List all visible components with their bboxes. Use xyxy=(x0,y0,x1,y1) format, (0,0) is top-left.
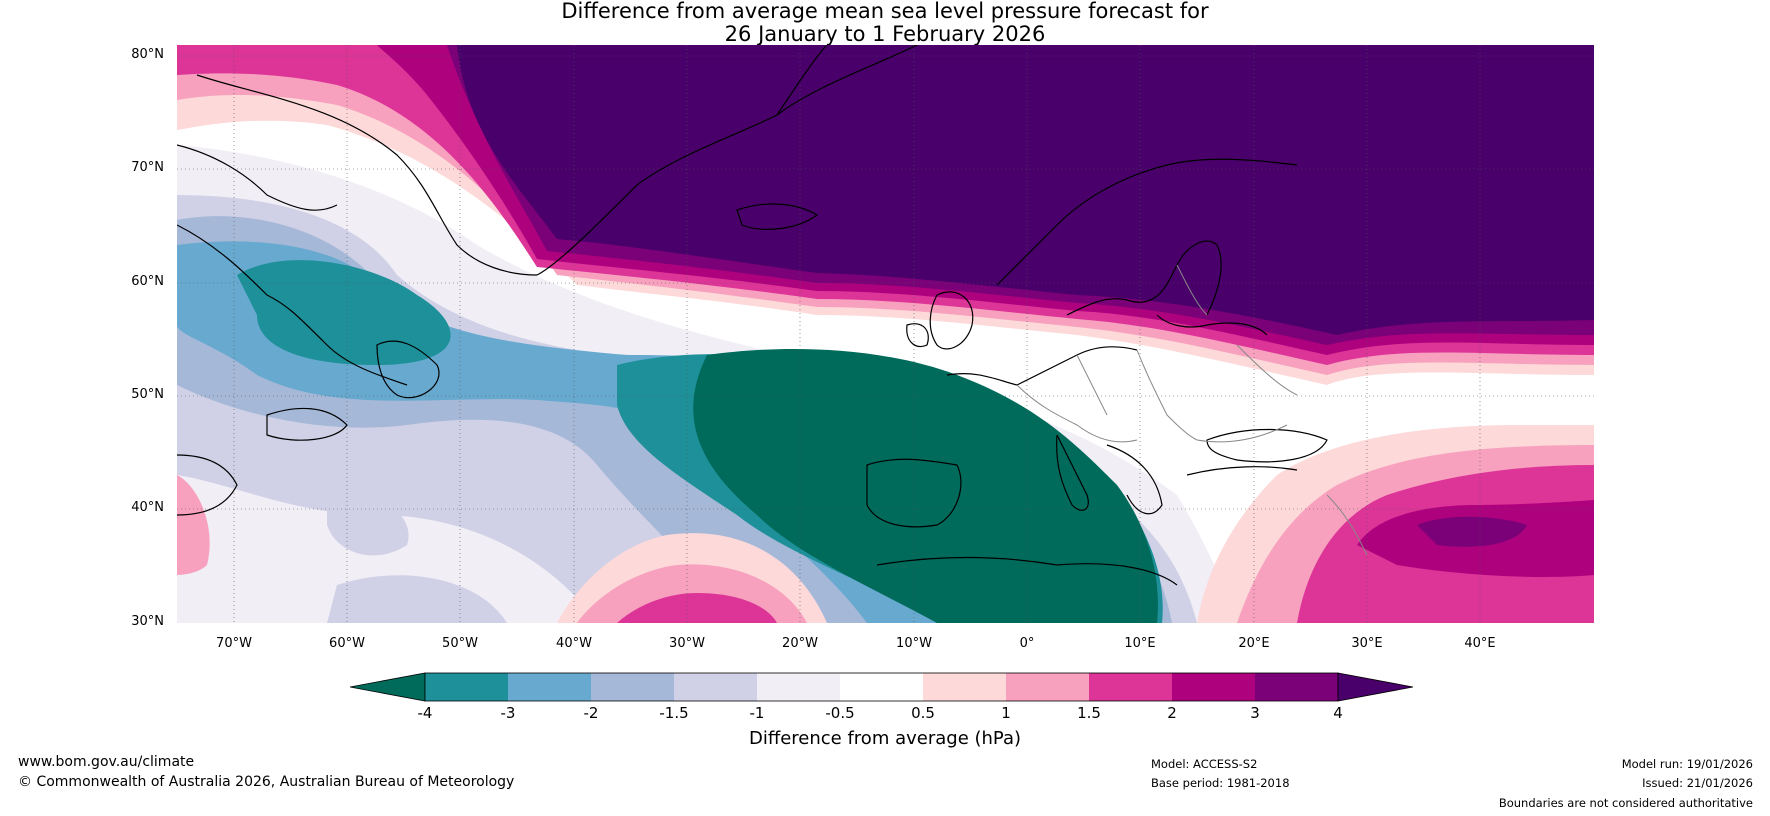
colorbar-swatch xyxy=(591,673,674,701)
lat-label-80n: 80°N xyxy=(131,47,164,62)
us-east-coast xyxy=(177,454,238,516)
colorbar-swatch xyxy=(425,673,508,701)
mediterranean-south xyxy=(876,556,1178,586)
lat-label-60n: 60°N xyxy=(131,274,164,289)
footer-copyright: © Commonwealth of Australia 2026, Austra… xyxy=(18,774,515,790)
anomaly-fill-pos-4 xyxy=(457,45,1594,335)
anomaly-fill-neg-4 xyxy=(693,349,1158,623)
anomaly-fill-pos-s-1-5 xyxy=(617,593,777,623)
pressure-anomaly-map xyxy=(177,45,1594,623)
anomaly-fill-neg-3 xyxy=(237,260,451,365)
anomaly-fill-pos-sw-1 xyxy=(177,475,210,575)
lon-label-10w: 10°W xyxy=(896,636,932,651)
labrador-coast xyxy=(177,224,408,386)
lon-label-40e: 40°E xyxy=(1464,636,1496,651)
coastlines xyxy=(177,45,1328,586)
footer-base-period: Base period: 1981-2018 xyxy=(1151,776,1290,790)
map-canvas xyxy=(177,45,1594,623)
baltic xyxy=(1156,314,1268,336)
colorbar-tick-label: -4 xyxy=(417,704,433,722)
lat-label-50n: 50°N xyxy=(131,387,164,402)
lon-label-0: 0° xyxy=(1019,636,1035,651)
colorbar-tick-label: -1 xyxy=(749,704,765,722)
footer-disclaimer: Boundaries are not considered authoritat… xyxy=(1498,796,1753,810)
lon-label-40w: 40°W xyxy=(556,636,592,651)
colorbar-tick-label: 1.5 xyxy=(1077,704,1101,722)
lon-label-50w: 50°W xyxy=(442,636,478,651)
anomaly-fill-neg-1c xyxy=(327,575,507,623)
colorbar-swatch xyxy=(923,673,1006,701)
greenland-east xyxy=(776,45,918,116)
map-title: Difference from average mean sea level p… xyxy=(0,0,1770,46)
lon-label-20e: 20°E xyxy=(1238,636,1270,651)
colorbar-swatch xyxy=(1006,673,1089,701)
footer-model: Model: ACCESS-S2 xyxy=(1151,757,1258,771)
lat-label-30n: 30°N xyxy=(131,614,164,629)
nova-scotia xyxy=(266,407,348,441)
greenland-coast xyxy=(196,45,828,276)
baffin-coast xyxy=(177,144,338,211)
british-isles xyxy=(929,291,974,350)
colorbar-tick-label: 4 xyxy=(1333,704,1343,722)
colorbar-swatch xyxy=(674,673,757,701)
colorbar-swatch xyxy=(1172,673,1255,701)
title-line-2: 26 January to 1 February 2026 xyxy=(724,22,1046,46)
iceland xyxy=(736,203,819,230)
colorbar-tick-label: -0.5 xyxy=(825,704,855,722)
colorbar-swatch xyxy=(757,673,840,701)
lon-label-30w: 30°W xyxy=(669,636,705,651)
ireland xyxy=(906,323,929,348)
country-borders xyxy=(1016,264,1368,556)
newfoundland xyxy=(376,340,440,399)
colorbar-tick-label: 1 xyxy=(1001,704,1011,722)
footer-website[interactable]: www.bom.gov.au/climate xyxy=(18,754,195,770)
colorbar-tick-label: 2 xyxy=(1167,704,1177,722)
colorbar-extend-low xyxy=(349,672,426,702)
europe-west xyxy=(946,346,1138,386)
colorbar-swatch xyxy=(1089,673,1172,701)
colorbar xyxy=(349,672,1420,706)
colorbar-swatch xyxy=(840,673,923,701)
colorbar-swatches xyxy=(349,672,1414,702)
turkey-coast xyxy=(1186,466,1298,476)
lon-label-20w: 20°W xyxy=(782,636,818,651)
anomaly-fill-pos-se-3 xyxy=(1417,516,1527,547)
anomaly-fill-neg-1b xyxy=(327,493,409,556)
colorbar-tick-label: 0.5 xyxy=(911,704,935,722)
colorbar-tick-label: -2 xyxy=(583,704,599,722)
colorbar-extend-high xyxy=(1337,672,1414,702)
lon-label-70w: 70°W xyxy=(216,636,252,651)
black-sea xyxy=(1206,428,1328,463)
italy xyxy=(1056,434,1089,511)
colorbar-label: Difference from average (hPa) xyxy=(748,728,1022,749)
footer-model-run: Model run: 19/01/2026 xyxy=(1621,757,1753,771)
title-line-1: Difference from average mean sea level p… xyxy=(561,0,1209,23)
colorbar-tick-label: -1.5 xyxy=(659,704,689,722)
colorbar-swatch xyxy=(508,673,591,701)
balkans-greece xyxy=(1106,444,1163,515)
lon-label-10e: 10°E xyxy=(1124,636,1156,651)
norway-coast xyxy=(996,158,1298,286)
colorbar-tick-label: -3 xyxy=(500,704,516,722)
footer-issued: Issued: 21/01/2026 xyxy=(1642,776,1753,790)
lat-label-40n: 40°N xyxy=(131,500,164,515)
lon-label-30e: 30°E xyxy=(1351,636,1383,651)
lat-label-70n: 70°N xyxy=(131,160,164,175)
lon-label-60w: 60°W xyxy=(329,636,365,651)
graticule xyxy=(177,45,1594,623)
colorbar-swatch xyxy=(1255,673,1338,701)
iberia xyxy=(866,458,962,528)
colorbar-tick-label: 3 xyxy=(1250,704,1260,722)
